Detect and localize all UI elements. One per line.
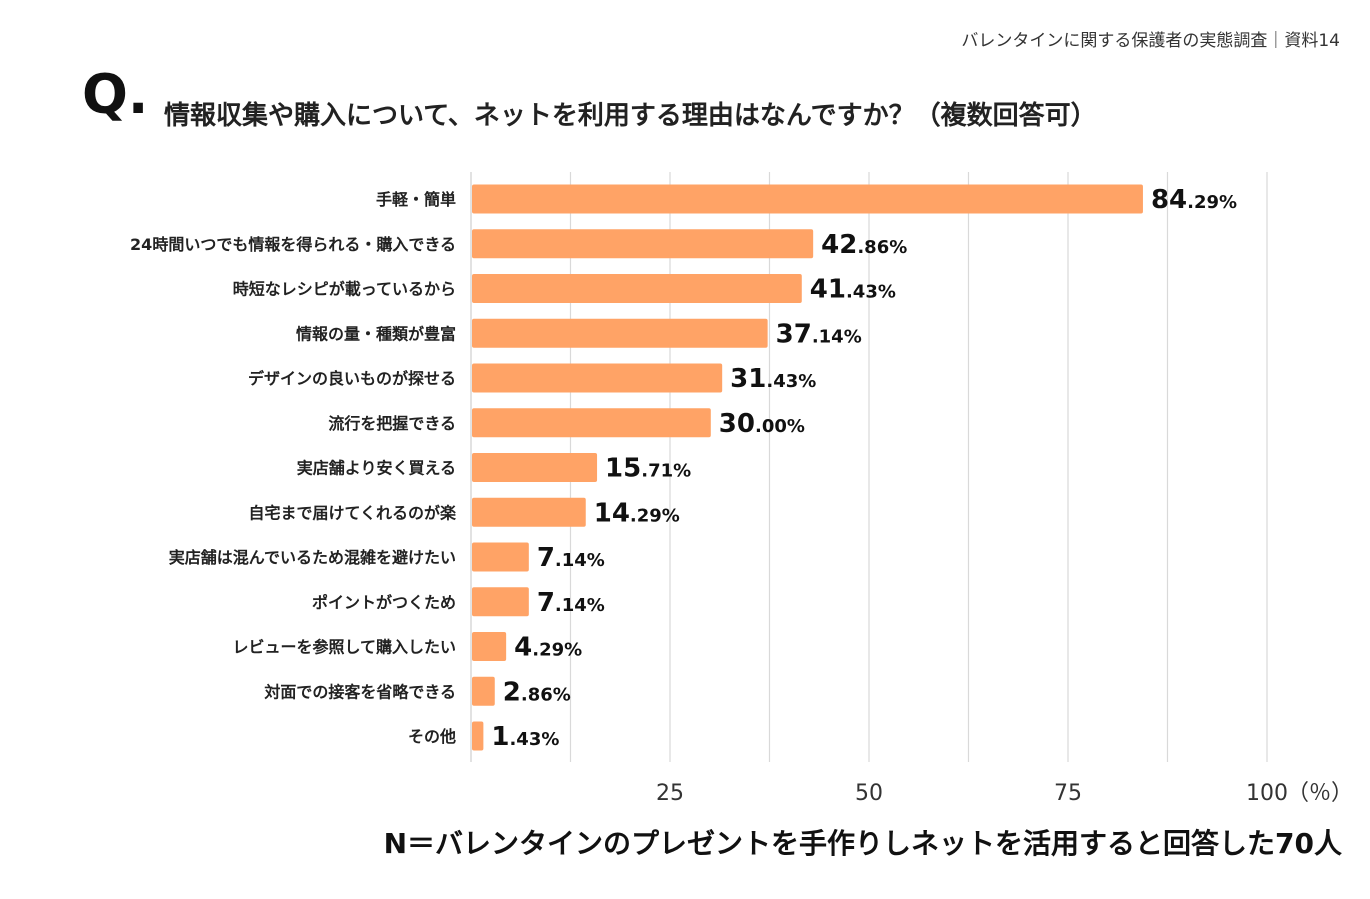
bar bbox=[472, 363, 723, 393]
value-label: 37.14% bbox=[776, 319, 862, 349]
value-label: 84.29% bbox=[1151, 185, 1237, 215]
category-label: 自宅まで届けてくれるのが楽 bbox=[248, 503, 457, 522]
category-label: 実店舗より安く買える bbox=[297, 459, 456, 478]
bar bbox=[472, 676, 495, 706]
bar bbox=[472, 184, 1143, 214]
x-tick-label: 25 bbox=[656, 781, 684, 806]
bar bbox=[472, 497, 586, 527]
category-label: 24時間いつでも情報を得られる・購入できる bbox=[130, 235, 456, 254]
bar bbox=[472, 542, 529, 572]
bar bbox=[472, 274, 802, 303]
value-label: 31.43% bbox=[730, 364, 816, 394]
value-label: 14.29% bbox=[594, 498, 680, 528]
bar bbox=[472, 408, 711, 438]
x-unit-label: （％） bbox=[1287, 781, 1353, 806]
bar bbox=[472, 229, 814, 259]
value-label: 2.86% bbox=[503, 677, 571, 707]
category-label: ポイントがつくため bbox=[312, 593, 456, 612]
x-tick-label: 75 bbox=[1054, 781, 1082, 806]
value-label: 4.29% bbox=[514, 633, 582, 663]
value-label: 7.14% bbox=[537, 588, 605, 618]
source-caption: バレンタインに関する保護者の実態調査｜資料14 bbox=[961, 31, 1340, 51]
value-label: 7.14% bbox=[537, 543, 605, 573]
x-tick-label: 50 bbox=[855, 781, 883, 806]
sample-size-note: N＝バレンタインのプレゼントを手作りしネットを活用すると回答した70人 bbox=[383, 827, 1342, 860]
category-label: 実店舗は混んでいるため混雑を避けたい bbox=[169, 548, 456, 567]
bar bbox=[472, 632, 507, 661]
question-title: 情報収集や購入について、ネットを利用する理由はなんですか？（複数回答可） bbox=[164, 101, 1097, 131]
value-label: 41.43% bbox=[810, 275, 896, 305]
bar bbox=[472, 453, 598, 482]
value-label: 42.86% bbox=[821, 230, 907, 260]
category-label: 流行を把握できる bbox=[328, 414, 456, 433]
category-label: 対面での接客を省略できる bbox=[263, 682, 456, 701]
category-label: 時短なレシピが載っているから bbox=[233, 280, 456, 299]
value-label: 1.43% bbox=[491, 722, 559, 752]
category-label: 手軽・簡単 bbox=[376, 190, 456, 209]
value-label: 15.71% bbox=[605, 454, 691, 484]
category-label: デザインの良いものが探せる bbox=[248, 369, 456, 388]
category-label: レビューを参照して購入したい bbox=[232, 638, 456, 657]
value-label: 30.00% bbox=[719, 409, 805, 439]
category-label: 情報の量・種類が豊富 bbox=[296, 324, 456, 343]
category-label: その他 bbox=[408, 727, 456, 746]
bar bbox=[472, 721, 484, 751]
x-tick-label: 100 bbox=[1246, 781, 1288, 806]
question-mark-label: Q. bbox=[82, 63, 149, 126]
bar bbox=[472, 318, 768, 348]
bar bbox=[472, 587, 529, 617]
